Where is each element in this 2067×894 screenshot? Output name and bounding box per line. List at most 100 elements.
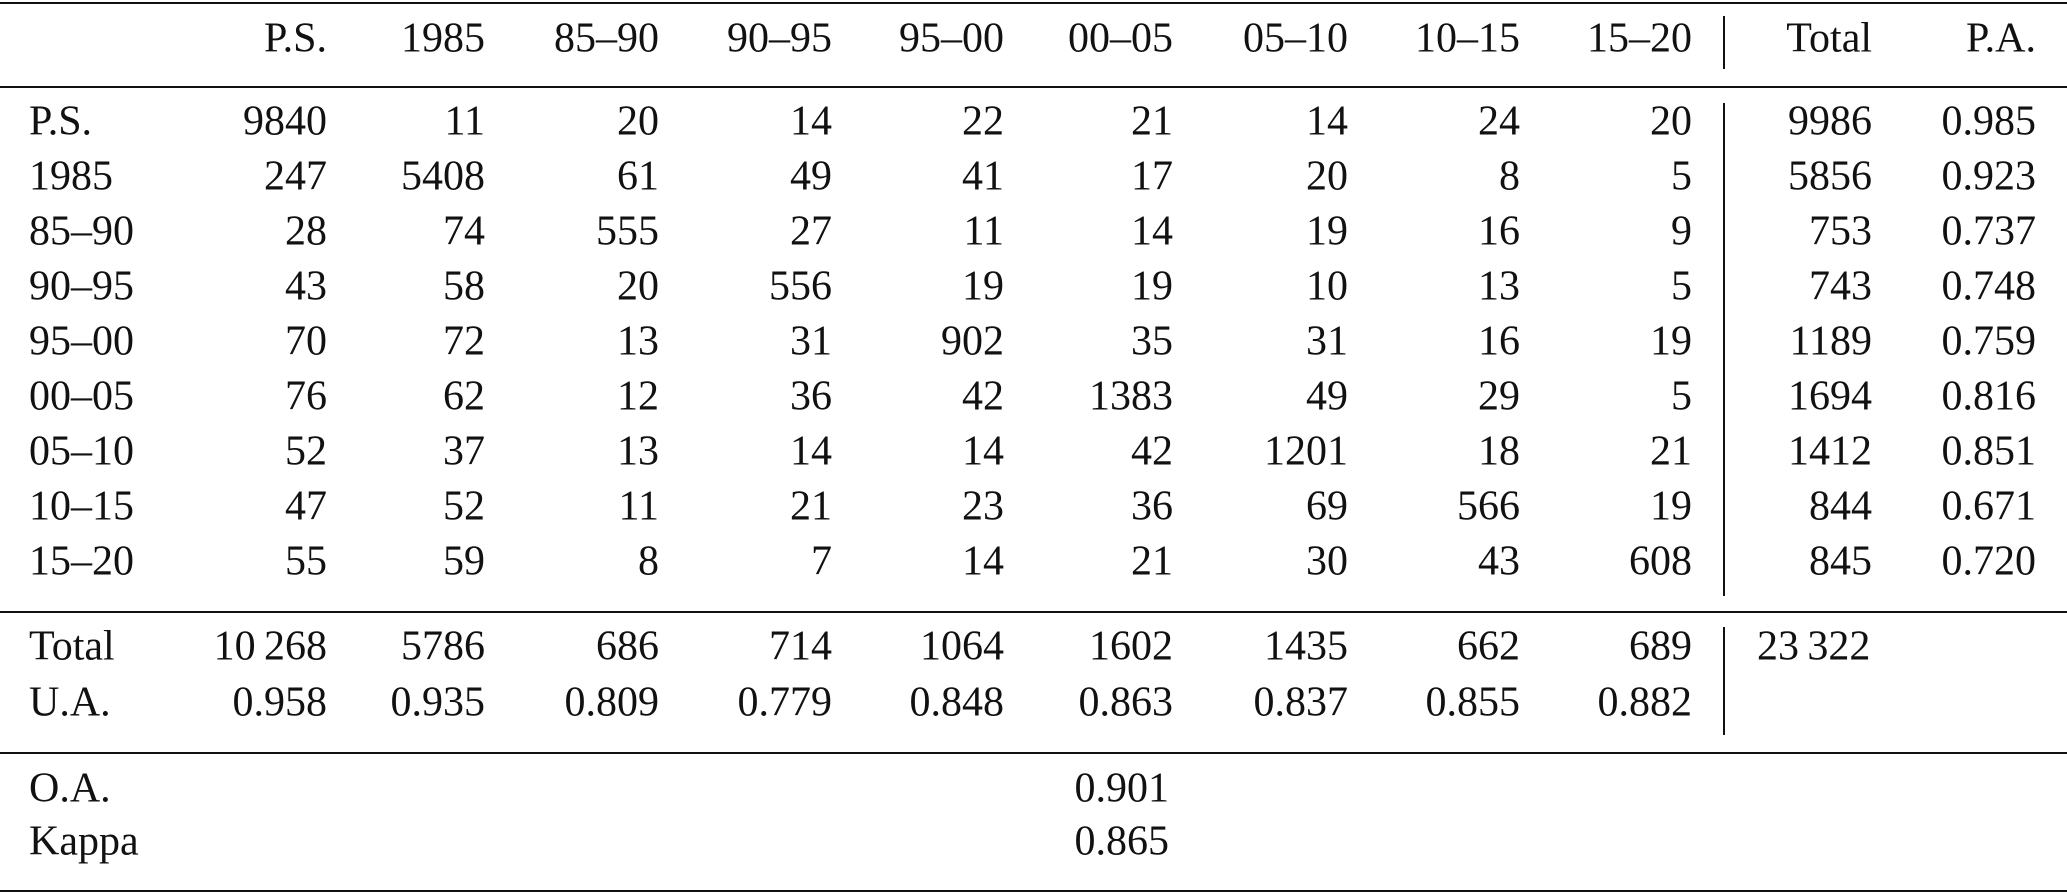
row-total: 1189 xyxy=(1790,319,1872,365)
column-total: 1602 xyxy=(1089,624,1173,670)
row-label: P.S. xyxy=(29,99,92,145)
cell: 28 xyxy=(285,209,327,255)
cell: 20 xyxy=(1306,154,1348,200)
user-accuracy: 0.779 xyxy=(738,680,833,726)
cell: 20 xyxy=(617,99,659,145)
cell: 14 xyxy=(962,539,1004,585)
cell: 22 xyxy=(962,99,1004,145)
cell: 9840 xyxy=(243,99,327,145)
cell: 20 xyxy=(617,264,659,310)
cell: 5 xyxy=(1671,264,1692,310)
cell: 37 xyxy=(443,429,485,475)
cell: 58 xyxy=(443,264,485,310)
producer-accuracy: 0.759 xyxy=(1942,319,2037,365)
cell: 47 xyxy=(285,484,327,530)
cell: 69 xyxy=(1306,484,1348,530)
cell: 13 xyxy=(1478,264,1520,310)
column-total: 714 xyxy=(769,624,832,670)
cell: 247 xyxy=(264,154,327,200)
cell: 19 xyxy=(1306,209,1348,255)
producer-accuracy: 0.923 xyxy=(1942,154,2037,200)
user-accuracy: 0.837 xyxy=(1254,680,1349,726)
row-label: 95–00 xyxy=(29,319,134,365)
cell: 556 xyxy=(769,264,832,310)
user-accuracy: 0.863 xyxy=(1079,680,1174,726)
row-label: Kappa xyxy=(29,819,139,865)
cell: 55 xyxy=(285,539,327,585)
column-total: 686 xyxy=(596,624,659,670)
cell: 11 xyxy=(619,484,659,530)
cell: 7 xyxy=(811,539,832,585)
cell: 16 xyxy=(1478,209,1520,255)
user-accuracy: 0.848 xyxy=(910,680,1005,726)
cell: 42 xyxy=(962,374,1004,420)
cell: 72 xyxy=(443,319,485,365)
column-total: 10 268 xyxy=(214,624,327,670)
producer-accuracy: 0.985 xyxy=(1942,99,2037,145)
row-label: Total xyxy=(29,624,115,670)
cell: 43 xyxy=(1478,539,1520,585)
cell: 36 xyxy=(790,374,832,420)
column-header: Total xyxy=(1786,16,1872,62)
cell: 52 xyxy=(285,429,327,475)
cell: 31 xyxy=(790,319,832,365)
cell: 19 xyxy=(1650,484,1692,530)
row-label: 15–20 xyxy=(29,539,134,585)
cell: 1383 xyxy=(1089,374,1173,420)
cell: 902 xyxy=(941,319,1004,365)
column-header: 95–00 xyxy=(899,16,1004,62)
producer-accuracy: 0.851 xyxy=(1942,429,2037,475)
column-header: 85–90 xyxy=(554,16,659,62)
cell: 10 xyxy=(1306,264,1348,310)
cell: 31 xyxy=(1306,319,1348,365)
cell: 43 xyxy=(285,264,327,310)
cell: 11 xyxy=(964,209,1004,255)
cell: 12 xyxy=(617,374,659,420)
user-accuracy: 0.809 xyxy=(565,680,660,726)
row-total: 844 xyxy=(1809,484,1872,530)
user-accuracy: 0.855 xyxy=(1426,680,1521,726)
row-total: 1694 xyxy=(1788,374,1872,420)
row-label: 10–15 xyxy=(29,484,134,530)
cell: 76 xyxy=(285,374,327,420)
row-total: 743 xyxy=(1809,264,1872,310)
column-total: 1064 xyxy=(920,624,1004,670)
column-header: 10–15 xyxy=(1415,16,1520,62)
cell: 42 xyxy=(1131,429,1173,475)
cell: 36 xyxy=(1131,484,1173,530)
cell: 61 xyxy=(617,154,659,200)
column-header: P.A. xyxy=(1966,16,2036,62)
cell: 29 xyxy=(1478,374,1520,420)
cell: 62 xyxy=(443,374,485,420)
cell: 20 xyxy=(1650,99,1692,145)
cell: 608 xyxy=(1629,539,1692,585)
cell: 13 xyxy=(617,429,659,475)
cell: 19 xyxy=(1131,264,1173,310)
cell: 5 xyxy=(1671,374,1692,420)
producer-accuracy: 0.748 xyxy=(1942,264,2037,310)
row-label: 90–95 xyxy=(29,264,134,310)
column-total: 1435 xyxy=(1264,624,1348,670)
cell: 13 xyxy=(617,319,659,365)
cell: 16 xyxy=(1478,319,1520,365)
cell: 27 xyxy=(790,209,832,255)
user-accuracy: 0.935 xyxy=(391,680,486,726)
cell: 21 xyxy=(1131,539,1173,585)
row-label: 85–90 xyxy=(29,209,134,255)
cell: 8 xyxy=(1499,154,1520,200)
column-header: 90–95 xyxy=(727,16,832,62)
cell: 18 xyxy=(1478,429,1520,475)
cell: 8 xyxy=(638,539,659,585)
cell: 41 xyxy=(962,154,1004,200)
row-total: 9986 xyxy=(1788,99,1872,145)
cell: 70 xyxy=(285,319,327,365)
cell: 19 xyxy=(962,264,1004,310)
cell: 52 xyxy=(443,484,485,530)
cell: 24 xyxy=(1478,99,1520,145)
column-total: 5786 xyxy=(401,624,485,670)
kappa: 0.865 xyxy=(1075,819,1170,865)
overall-accuracy: 0.901 xyxy=(1075,766,1170,812)
column-header: 1985 xyxy=(401,16,485,62)
producer-accuracy: 0.720 xyxy=(1942,539,2037,585)
